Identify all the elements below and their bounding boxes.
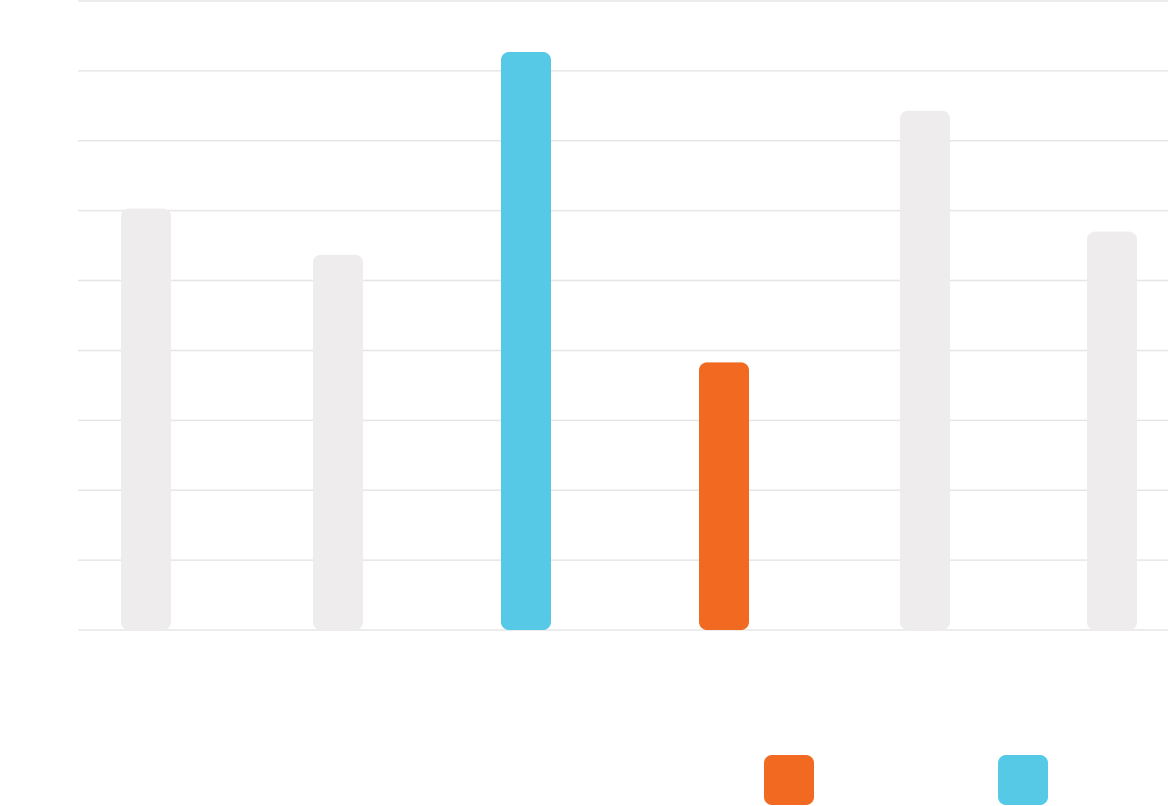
bar-4	[699, 362, 749, 630]
bar-3	[501, 52, 551, 630]
bars	[121, 52, 1137, 631]
legend-swatch-2	[998, 755, 1048, 805]
legend	[764, 755, 1048, 805]
bar-1	[121, 208, 171, 630]
bar-6	[1087, 231, 1137, 630]
legend-swatch-1	[764, 755, 814, 805]
bar-5	[900, 110, 950, 630]
bar-2	[313, 254, 363, 631]
gridlines	[78, 0, 1168, 631]
